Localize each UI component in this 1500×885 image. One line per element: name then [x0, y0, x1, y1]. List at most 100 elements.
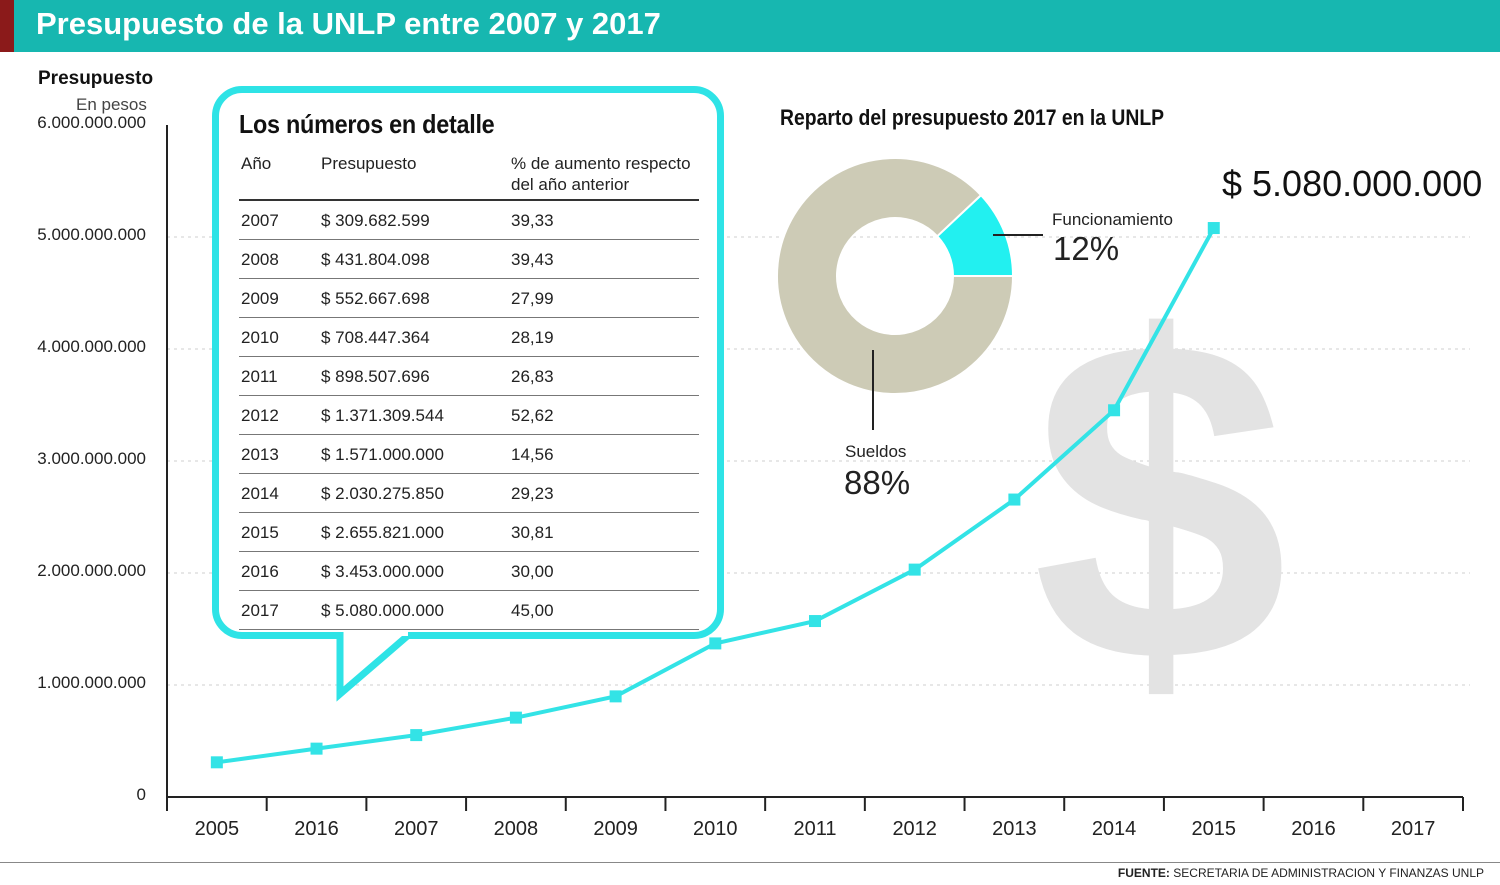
table-cell: 2015	[239, 512, 319, 552]
table-cell: $ 3.453.000.000	[319, 551, 509, 591]
table-cell: $ 2.655.821.000	[319, 512, 509, 552]
table-row: 2012 $ 1.371.309.544 52,62	[239, 395, 699, 435]
y-axis-subtitle: En pesos	[76, 95, 147, 114]
x-tick-label: 2015	[1191, 818, 1237, 840]
x-tick-label: 2005	[194, 818, 240, 840]
table-cell: 29,23	[509, 473, 699, 513]
data-point	[509, 711, 522, 724]
x-tick-label: 2008	[493, 818, 539, 840]
dollar-watermark: $	[1032, 245, 1288, 758]
data-point	[709, 637, 722, 650]
table-cell: 39,33	[509, 200, 699, 240]
table-cell: 52,62	[509, 395, 699, 435]
table-cell: $ 1.571.000.000	[319, 434, 509, 474]
table-row: 2014 $ 2.030.275.850 29,23	[239, 473, 699, 513]
table-cell: 2009	[239, 278, 319, 318]
column-header: Año	[239, 151, 319, 201]
y-axis-title: Presupuesto	[38, 68, 154, 89]
data-point	[1207, 222, 1220, 235]
sueldos-label: Sueldos	[845, 442, 907, 461]
x-tick-label: 2010	[693, 818, 738, 840]
funcionamiento-label: Funcionamiento	[1052, 210, 1173, 229]
table-cell: $ 898.507.696	[319, 356, 509, 396]
table-cell: 45,00	[509, 590, 699, 630]
table-body: 2007 $ 309.682.599 39,33 2008 $ 431.804.098 3…	[239, 200, 699, 630]
table-cell: 30,00	[509, 551, 699, 591]
data-point	[210, 756, 223, 769]
x-tick-label: 2017	[1390, 818, 1436, 840]
table-row: 2011 $ 898.507.696 26,83	[239, 356, 699, 396]
table-cell: 26,83	[509, 356, 699, 396]
x-tick-label: 2016	[1291, 818, 1336, 840]
table-cell: $ 1.371.309.544	[319, 395, 509, 435]
x-tick-label: 2013	[992, 818, 1037, 840]
table-cell: 2016	[239, 551, 319, 591]
table-row: 2016 $ 3.453.000.000 30,00	[239, 551, 699, 591]
donut-slice-sueldos	[776, 157, 1015, 395]
y-tick-label: 4.000.000.000	[37, 337, 146, 356]
callout-pointer	[336, 632, 415, 702]
footer-divider	[0, 862, 1500, 863]
x-tick-label: 2016	[294, 818, 339, 840]
table-cell: 30,81	[509, 512, 699, 552]
donut-title: Reparto del presupuesto 2017 en la UNLP	[780, 105, 1165, 130]
table-row: 2017 $ 5.080.000.000 45,00	[239, 590, 699, 630]
table-cell: 2013	[239, 434, 319, 474]
funcionamiento-pct: 12%	[1053, 230, 1120, 267]
table-cell: 39,43	[509, 239, 699, 279]
table-cell: 28,19	[509, 317, 699, 357]
donut-chart	[776, 157, 1043, 430]
y-tick-label: 6.000.000.000	[37, 113, 146, 132]
table-cell: 2007	[239, 200, 319, 240]
axes	[166, 125, 1464, 811]
column-header: Presupuesto	[319, 151, 509, 201]
data-point	[1108, 404, 1121, 417]
last-value-annotation: $ 5.080.000.000	[1222, 163, 1483, 204]
donut-slice-funcionamiento	[935, 193, 1015, 277]
table-cell: 2012	[239, 395, 319, 435]
table-cell: 2017	[239, 590, 319, 630]
table-cell: 2010	[239, 317, 319, 357]
header-bar: Presupuesto de la UNLP entre 2007 y 2017	[0, 0, 1500, 52]
table-cell: $ 708.447.364	[319, 317, 509, 357]
x-tick-label: 2011	[793, 818, 837, 840]
source-note: FUENTE: SECRETARIA DE ADMINISTRACION Y F…	[1118, 866, 1484, 880]
table-cell: 2014	[239, 473, 319, 513]
source-text: SECRETARIA DE ADMINISTRACION Y FINANZAS …	[1173, 866, 1484, 880]
table-cell: $ 552.667.698	[319, 278, 509, 318]
table-cell: $ 431.804.098	[319, 239, 509, 279]
table-row: 2015 $ 2.655.821.000 30,81	[239, 512, 699, 552]
table-cell: 2008	[239, 239, 319, 279]
column-header: % de aumento respecto del año anterior	[509, 151, 699, 201]
table-cell: $ 5.080.000.000	[319, 590, 509, 630]
data-point	[609, 690, 622, 703]
y-tick-label: 5.000.000.000	[37, 225, 146, 244]
table-cell: 14,56	[509, 434, 699, 474]
table-row: 2013 $ 1.571.000.000 14,56	[239, 434, 699, 474]
source-label: FUENTE:	[1117, 866, 1170, 880]
table-cell: 2011	[239, 356, 319, 396]
page-title: Presupuesto de la UNLP entre 2007 y 2017	[36, 6, 661, 41]
table-header-row: Año Presupuesto% de aumento respecto del …	[239, 151, 699, 201]
detail-callout: Los números en detalle Año Presupuesto% d…	[212, 86, 724, 639]
x-tick-label: 2012	[892, 818, 937, 840]
data-point	[310, 742, 323, 755]
x-tick-label: 2009	[593, 818, 638, 840]
data-point	[410, 729, 423, 742]
x-tick-label: 2014	[1091, 818, 1137, 840]
table-cell: 27,99	[509, 278, 699, 318]
y-tick-label: 1.000.000.000	[37, 673, 146, 692]
table-row: 2010 $ 708.447.364 28,19	[239, 317, 699, 357]
table-cell: $ 309.682.599	[319, 200, 509, 240]
table-row: 2007 $ 309.682.599 39,33	[239, 200, 699, 240]
y-tick-label: 3.000.000.000	[37, 449, 146, 468]
data-point	[1008, 493, 1021, 506]
data-point	[809, 615, 821, 628]
table-cell: $ 2.030.275.850	[319, 473, 509, 513]
table-row: 2009 $ 552.667.698 27,99	[239, 278, 699, 318]
data-point	[908, 563, 921, 576]
header-accent	[0, 0, 14, 52]
x-tick-label: 2007	[393, 818, 439, 840]
detail-table: Año Presupuesto% de aumento respecto del …	[239, 151, 699, 630]
table-row: 2008 $ 431.804.098 39,43	[239, 239, 699, 279]
